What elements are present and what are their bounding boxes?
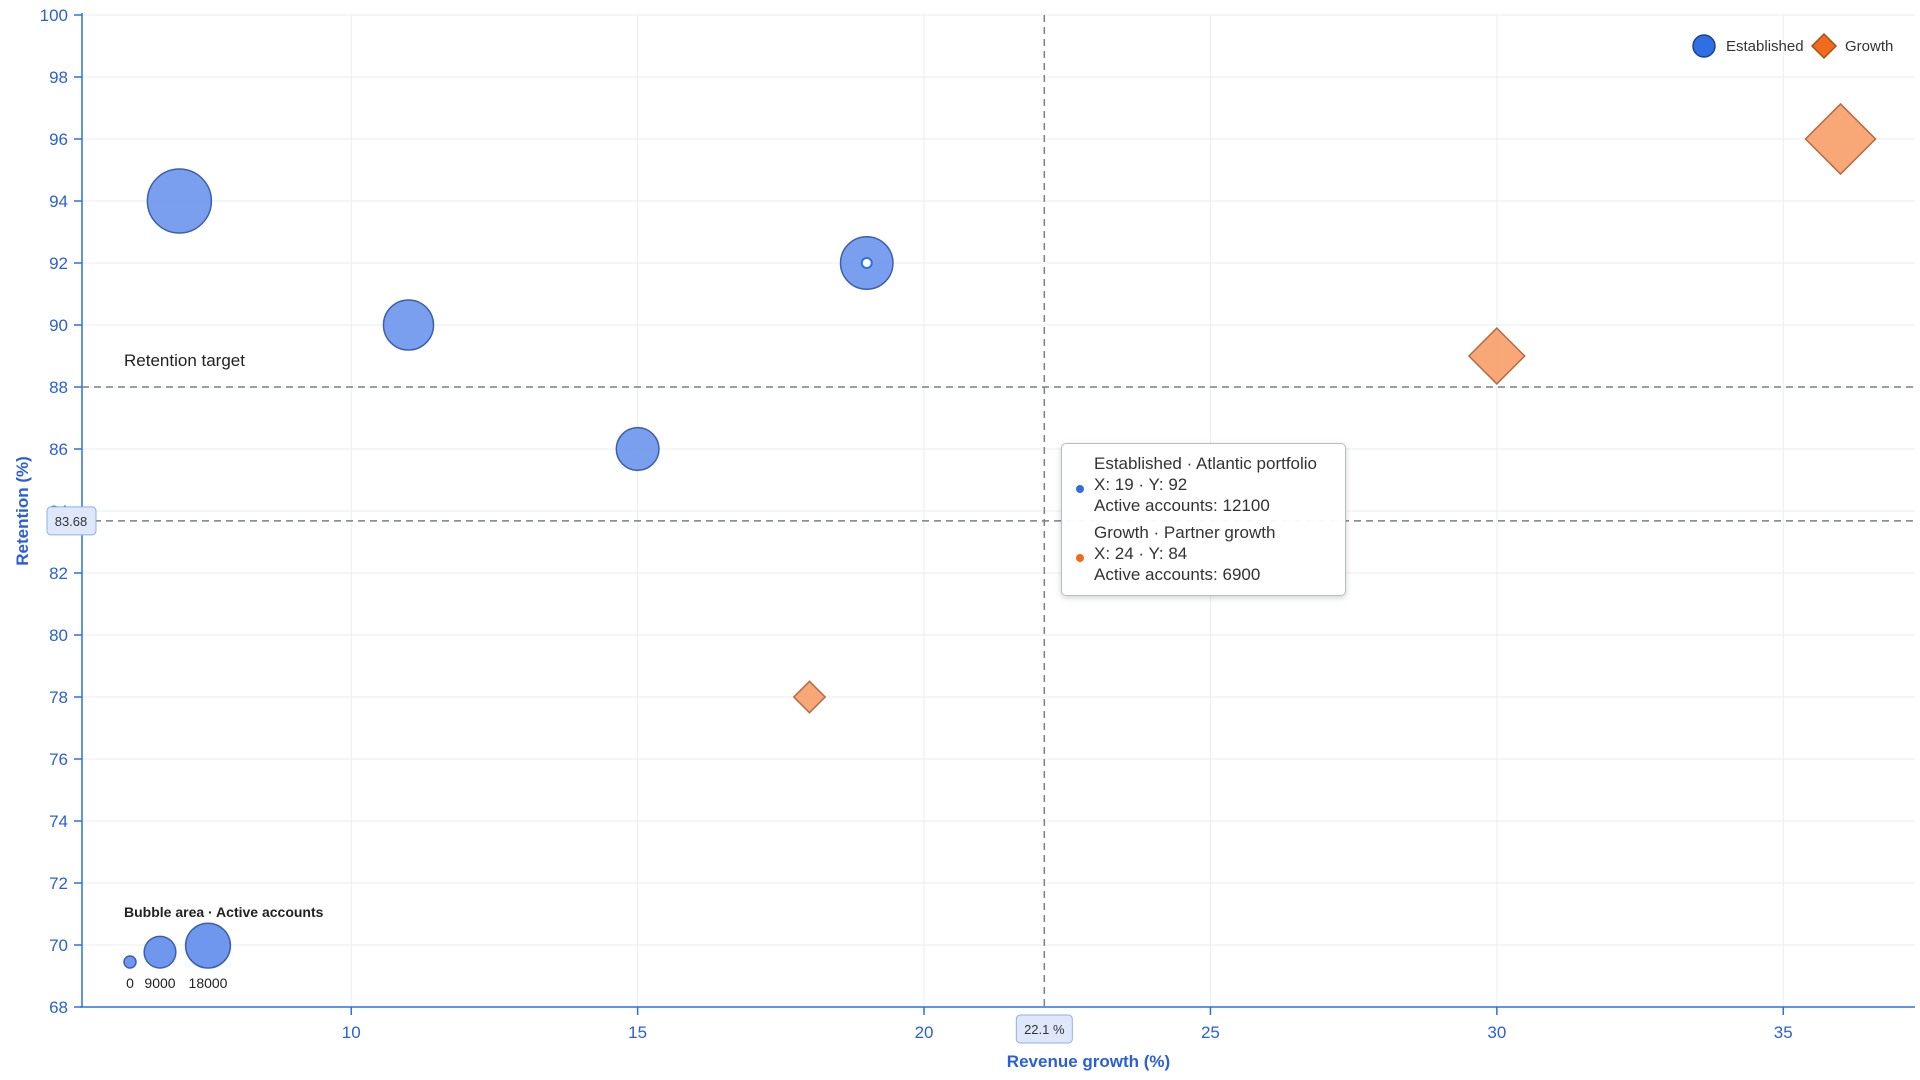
y-tick-label: 74 — [49, 812, 68, 831]
tooltip-coords: X: 24 · Y: 84 — [1094, 544, 1188, 563]
data-marks — [146, 102, 1877, 714]
size-legend-title: Bubble area · Active accounts — [124, 904, 324, 920]
legend-established-swatch — [1692, 34, 1716, 58]
y-tick-label: 68 — [49, 998, 68, 1017]
legend: Established Growth — [1692, 32, 1893, 60]
axes: 6870727476788082848688909294969810010152… — [13, 6, 1915, 1071]
size-legend: Bubble area · Active accounts 0 9000 18000 — [123, 904, 324, 991]
tooltip-series-dot — [1076, 554, 1084, 562]
size-legend-bubble — [184, 922, 232, 969]
tooltip-series-dot — [1076, 485, 1084, 493]
y-tick-label: 86 — [49, 440, 68, 459]
tooltip-detail: Active accounts: 6900 — [1094, 565, 1261, 584]
y-tick-label: 90 — [49, 316, 68, 335]
size-legend-label: 0 — [126, 975, 134, 991]
x-axis-title: Revenue growth (%) — [1007, 1052, 1170, 1071]
growth-diamond — [1467, 327, 1526, 385]
x-tick-label: 10 — [342, 1023, 361, 1042]
reference-lines: Retention target — [82, 15, 1915, 1007]
crosshair-readouts: 22.1 % 83.68 — [46, 506, 1073, 1044]
highlight-point-marker — [860, 257, 873, 269]
growth-diamond — [1804, 102, 1877, 176]
tooltip-entry: Growth · Partner growth X: 24 · Y: 84 Ac… — [1072, 522, 1335, 585]
tooltip-title: Established · Atlantic portfolio — [1094, 454, 1318, 473]
y-tick-label: 100 — [40, 6, 68, 25]
y-tick-label: 92 — [49, 254, 68, 273]
tooltip-entry: Established · Atlantic portfolio X: 19 ·… — [1072, 453, 1335, 516]
retention-target-label: Retention target — [124, 351, 245, 370]
tooltip-title: Growth · Partner growth — [1094, 523, 1276, 542]
x-cursor-readout: 22.1 % — [1024, 1022, 1065, 1037]
size-legend-label: 9000 — [144, 975, 175, 991]
grid — [82, 14, 1915, 1008]
y-cursor-readout-box — [46, 506, 97, 536]
y-tick-label: 70 — [49, 936, 68, 955]
established-bubble — [615, 426, 660, 472]
size-legend-bubble — [143, 935, 177, 969]
y-axis-title: Retention (%) — [13, 456, 32, 566]
x-tick-label: 35 — [1774, 1023, 1793, 1042]
legend-growth-swatch — [1810, 32, 1838, 60]
x-tick-label: 30 — [1487, 1023, 1506, 1042]
legend-growth-label: Growth — [1845, 38, 1893, 55]
y-tick-label: 94 — [49, 192, 68, 211]
y-cursor-readout: 83.68 — [55, 514, 88, 529]
tooltip: Established · Atlantic portfolio X: 19 ·… — [1061, 443, 1346, 596]
size-legend-label: 18000 — [189, 975, 228, 991]
tooltip-detail: Active accounts: 12100 — [1094, 496, 1270, 515]
established-bubble — [382, 299, 435, 351]
x-tick-label: 15 — [628, 1023, 647, 1042]
established-bubble — [146, 168, 213, 234]
size-legend-bubble — [123, 955, 137, 969]
y-tick-label: 82 — [49, 564, 68, 583]
x-cursor-readout-box — [1015, 1014, 1073, 1044]
y-tick-label: 88 — [49, 378, 68, 397]
y-tick-label: 76 — [49, 750, 68, 769]
y-tick-label: 78 — [49, 688, 68, 707]
tooltip-coords: X: 19 · Y: 92 — [1094, 475, 1188, 494]
x-tick-label: 20 — [915, 1023, 934, 1042]
y-tick-label: 72 — [49, 874, 68, 893]
y-tick-label: 98 — [49, 68, 68, 87]
x-tick-label: 25 — [1201, 1023, 1220, 1042]
growth-diamond — [792, 680, 827, 714]
legend-established-label: Established — [1726, 38, 1804, 55]
y-tick-label: 96 — [49, 130, 68, 149]
y-tick-label: 80 — [49, 626, 68, 645]
